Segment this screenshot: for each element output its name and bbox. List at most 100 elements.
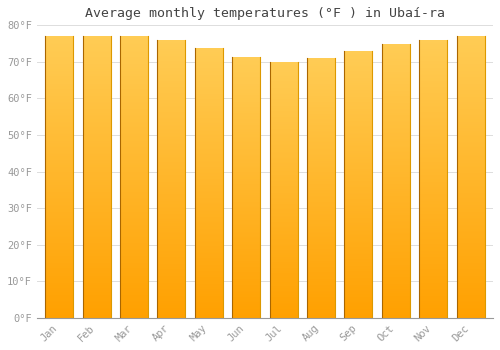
- Bar: [120, 195, 148, 196]
- Bar: [195, 127, 223, 129]
- Bar: [158, 234, 186, 236]
- Bar: [307, 96, 335, 97]
- Bar: [456, 195, 484, 197]
- Bar: [307, 268, 335, 270]
- Bar: [82, 141, 110, 143]
- Bar: [232, 289, 260, 290]
- Bar: [307, 223, 335, 224]
- Bar: [195, 246, 223, 247]
- Bar: [158, 272, 186, 273]
- Bar: [270, 144, 297, 145]
- Bar: [344, 263, 372, 265]
- Bar: [232, 233, 260, 235]
- Bar: [382, 68, 410, 69]
- Bar: [120, 253, 148, 254]
- Bar: [82, 119, 110, 120]
- Bar: [195, 186, 223, 187]
- Bar: [82, 167, 110, 168]
- Bar: [82, 76, 110, 78]
- Bar: [456, 147, 484, 149]
- Bar: [82, 54, 110, 55]
- Bar: [82, 280, 110, 281]
- Bar: [456, 263, 484, 264]
- Bar: [344, 296, 372, 298]
- Bar: [270, 317, 297, 318]
- Bar: [344, 286, 372, 287]
- Bar: [270, 117, 297, 118]
- Bar: [120, 100, 148, 102]
- Bar: [344, 131, 372, 133]
- Bar: [158, 260, 186, 261]
- Bar: [419, 217, 447, 218]
- Bar: [270, 158, 297, 159]
- Bar: [270, 111, 297, 112]
- Bar: [344, 106, 372, 107]
- Bar: [158, 208, 186, 210]
- Bar: [419, 236, 447, 237]
- Bar: [158, 61, 186, 63]
- Bar: [45, 212, 74, 214]
- Bar: [307, 252, 335, 253]
- Bar: [195, 144, 223, 145]
- Bar: [232, 104, 260, 106]
- Bar: [120, 154, 148, 155]
- Bar: [82, 98, 110, 99]
- Bar: [232, 95, 260, 97]
- Bar: [307, 253, 335, 254]
- Bar: [270, 244, 297, 245]
- Bar: [45, 274, 74, 275]
- Bar: [270, 214, 297, 216]
- Bar: [232, 214, 260, 215]
- Bar: [344, 145, 372, 146]
- Bar: [456, 260, 484, 261]
- Bar: [232, 186, 260, 188]
- Bar: [270, 166, 297, 167]
- Bar: [344, 251, 372, 253]
- Bar: [195, 64, 223, 65]
- Bar: [195, 314, 223, 315]
- Bar: [158, 133, 186, 135]
- Bar: [270, 69, 297, 70]
- Bar: [195, 138, 223, 140]
- Bar: [456, 183, 484, 184]
- Bar: [344, 63, 372, 65]
- Bar: [344, 155, 372, 156]
- Bar: [307, 105, 335, 106]
- Bar: [232, 224, 260, 225]
- Bar: [45, 168, 74, 170]
- Bar: [120, 199, 148, 201]
- Bar: [456, 43, 484, 45]
- Bar: [456, 287, 484, 288]
- Bar: [45, 171, 74, 173]
- Bar: [307, 171, 335, 172]
- Bar: [158, 222, 186, 224]
- Bar: [195, 108, 223, 110]
- Bar: [270, 269, 297, 271]
- Bar: [307, 233, 335, 235]
- Bar: [158, 147, 186, 148]
- Bar: [307, 305, 335, 306]
- Bar: [120, 267, 148, 268]
- Bar: [382, 224, 410, 225]
- Bar: [270, 236, 297, 237]
- Bar: [232, 108, 260, 110]
- Bar: [45, 308, 74, 309]
- Bar: [195, 118, 223, 119]
- Bar: [307, 193, 335, 194]
- Bar: [120, 244, 148, 246]
- Bar: [419, 283, 447, 285]
- Bar: [344, 222, 372, 223]
- Bar: [195, 98, 223, 99]
- Bar: [158, 140, 186, 142]
- Bar: [344, 245, 372, 246]
- Bar: [158, 92, 186, 93]
- Bar: [120, 122, 148, 123]
- Bar: [82, 196, 110, 198]
- Bar: [232, 259, 260, 261]
- Bar: [158, 136, 186, 138]
- Bar: [45, 277, 74, 278]
- Bar: [270, 110, 297, 111]
- Bar: [419, 250, 447, 251]
- Bar: [456, 155, 484, 156]
- Bar: [270, 71, 297, 72]
